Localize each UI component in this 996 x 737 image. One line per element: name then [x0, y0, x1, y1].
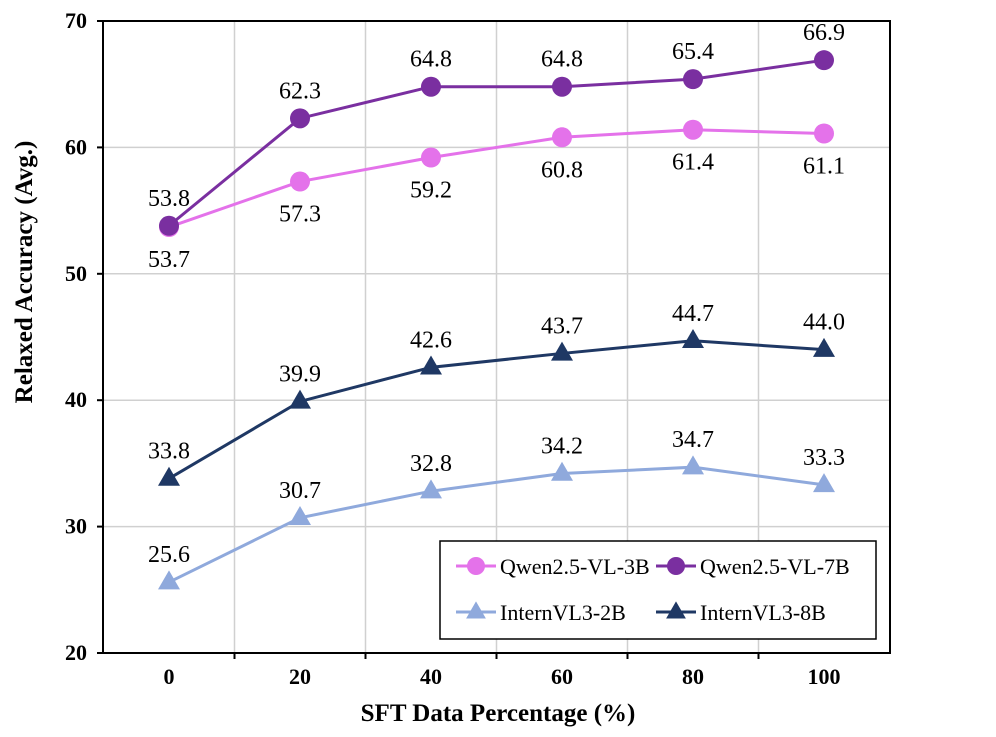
y-tick-label: 20: [65, 640, 87, 665]
data-point: [683, 69, 703, 90]
legend-box: [439, 540, 877, 640]
series-line: [168, 339, 825, 480]
legend-item: Qwen2.5-VL-3B: [456, 554, 650, 579]
data-point: [813, 337, 835, 357]
x-tick-label: 80: [682, 664, 704, 689]
data-label: 57.3: [279, 202, 321, 228]
data-point: [420, 355, 442, 375]
legend: Qwen2.5-VL-3B Qwen2.5-VL-7B InternVL3-2B In…: [439, 540, 877, 640]
data-point: [814, 50, 834, 71]
data-point: [467, 557, 485, 575]
data-label: 42.6: [410, 327, 452, 353]
legend-label: Qwen2.5-VL-7B: [700, 554, 850, 579]
series-qwen2-5-vl-7b: [159, 50, 834, 236]
y-axis-title: Relaxed Accuracy (Avg.): [11, 141, 38, 404]
data-point: [289, 389, 311, 409]
data-point: [421, 76, 441, 97]
y-tick-label: 70: [65, 8, 87, 33]
data-label: 43.7: [541, 313, 583, 339]
series-internvl3-8b: [158, 329, 835, 486]
series-line: [168, 465, 825, 584]
data-label: 64.8: [541, 47, 583, 73]
data-point: [551, 461, 573, 481]
legend-item: InternVL3-8B: [656, 600, 826, 625]
series-layer: [158, 50, 835, 590]
data-point: [421, 147, 441, 168]
series-line: [168, 58, 825, 227]
data-label: 34.7: [672, 427, 714, 453]
x-tick-label: 0: [164, 664, 175, 689]
data-point: [814, 123, 834, 144]
data-label: 53.7: [148, 247, 190, 273]
data-label: 62.3: [279, 78, 321, 104]
data-point: [290, 108, 310, 129]
data-label: 65.4: [672, 39, 714, 65]
y-tick-label: 30: [65, 514, 87, 539]
data-point: [290, 171, 310, 192]
y-tick-label: 50: [65, 261, 87, 286]
axes: 20 30 40 50 60 70 0 20 40 60 80 100: [65, 8, 891, 689]
legend-label: InternVL3-8B: [700, 600, 826, 625]
legend-label: Qwen2.5-VL-3B: [500, 554, 650, 579]
data-point: [682, 329, 704, 349]
data-point: [158, 570, 180, 590]
data-label: 30.7: [279, 478, 321, 504]
data-label: 33.8: [148, 439, 190, 465]
data-label: 66.9: [803, 20, 845, 46]
data-point: [667, 557, 685, 575]
data-point: [666, 601, 686, 619]
legend-item: Qwen2.5-VL-7B: [656, 554, 850, 579]
data-label: 64.8: [410, 47, 452, 73]
series-line: [168, 128, 825, 229]
data-label: 32.8: [410, 451, 452, 477]
data-label: 60.8: [541, 157, 583, 183]
data-label: 61.1: [803, 153, 845, 179]
data-point: [159, 215, 179, 236]
data-point: [683, 119, 703, 140]
data-point: [420, 479, 442, 499]
data-label: 59.2: [410, 178, 452, 204]
data-label: 34.2: [541, 434, 583, 460]
x-axis-title: SFT Data Percentage (%): [361, 700, 636, 727]
y-tick-label: 60: [65, 134, 87, 159]
x-tick-label: 60: [551, 664, 573, 689]
legend-item: InternVL3-2B: [456, 600, 626, 625]
data-point: [813, 473, 835, 493]
data-label: 25.6: [148, 542, 190, 568]
data-point: [552, 76, 572, 97]
data-point: [158, 466, 180, 486]
data-label: 61.4: [672, 150, 714, 176]
data-label: 44.7: [672, 301, 714, 327]
y-tick-label: 40: [65, 387, 87, 412]
series-internvl3-2b: [158, 455, 835, 590]
data-labels: 53.7 57.3 59.2 60.8 61.4 61.1 53.8 62.3 64.8 64.8…: [148, 20, 845, 568]
data-point: [466, 601, 486, 619]
data-point: [289, 505, 311, 525]
legend-label: InternVL3-2B: [500, 600, 626, 625]
data-point: [551, 341, 573, 361]
data-label: 44.0: [803, 310, 845, 336]
data-label: 39.9: [279, 361, 321, 387]
data-label: 53.8: [148, 186, 190, 212]
x-tick-label: 40: [420, 664, 442, 689]
data-point: [682, 455, 704, 475]
data-point: [552, 127, 572, 148]
x-tick-label: 100: [808, 664, 841, 689]
x-tick-label: 20: [289, 664, 311, 689]
data-label: 33.3: [803, 445, 845, 471]
